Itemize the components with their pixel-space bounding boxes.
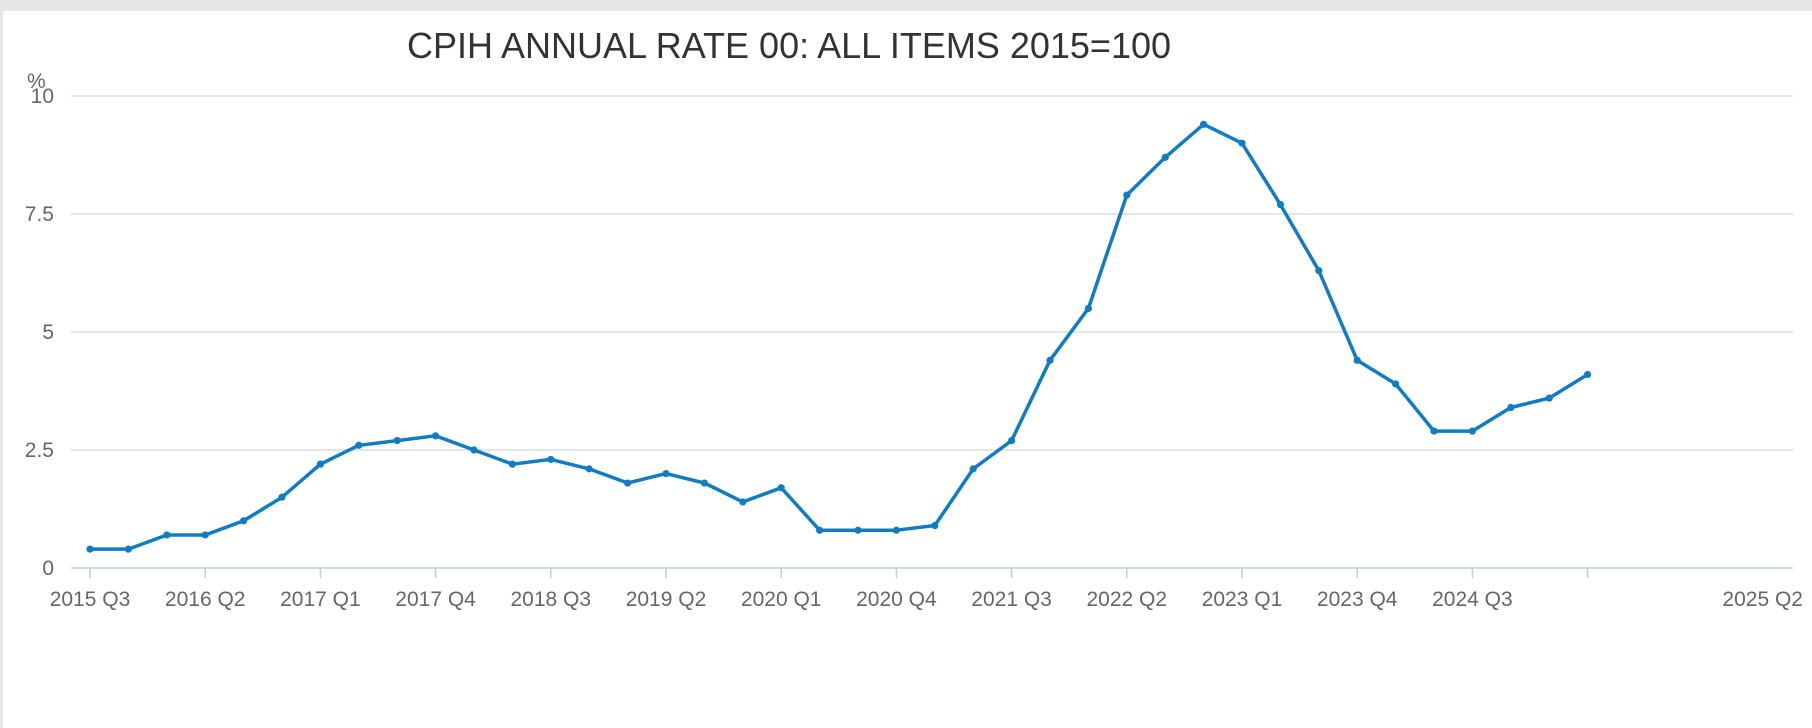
data-point[interactable] [355,441,363,449]
x-tick-label: 2023 Q1 [1202,588,1283,611]
data-point[interactable] [1200,120,1208,128]
series-line [90,122,1589,551]
data-point[interactable] [1392,380,1400,388]
data-point[interactable] [86,545,94,553]
x-tick-label: 2017 Q4 [395,588,476,611]
data-point[interactable] [1507,403,1515,412]
data-point[interactable] [1315,267,1323,275]
data-point[interactable] [1084,304,1092,312]
line-chart: CPIH ANNUAL RATE 00: ALL ITEMS 2015=100 … [25,25,1803,611]
data-point[interactable] [585,465,593,473]
data-point[interactable] [393,436,401,445]
data-point[interactable] [1545,394,1553,402]
data-point[interactable] [892,526,901,534]
x-tick-label: 2020 Q1 [741,588,822,611]
data-point[interactable] [662,470,670,478]
data-point[interactable] [124,545,132,553]
data-point[interactable] [1468,427,1476,435]
data-point[interactable] [700,479,709,487]
data-point[interactable] [1276,200,1284,209]
data-point[interactable] [163,531,171,539]
x-tick-label: 2016 Q2 [165,588,246,611]
data-point[interactable] [547,455,555,464]
x-tick-label: 2019 Q2 [626,588,707,611]
chart-title: CPIH ANNUAL RATE 00: ALL ITEMS 2015=100 [407,25,1171,66]
x-tick-label: 2022 Q2 [1087,588,1168,611]
x-tick-label: 2025 Q2 [1722,588,1803,611]
data-point[interactable] [854,526,862,534]
data-point[interactable] [1238,139,1246,147]
y-tick-label: 5 [42,321,54,344]
data-point[interactable] [816,526,824,534]
y-tick-label: 10 [31,85,54,108]
x-tick-label: 2017 Q1 [280,588,361,611]
x-tick-label: 2023 Q4 [1317,588,1398,611]
y-tick-label: 0 [42,557,54,580]
data-point[interactable] [278,493,286,501]
x-tick-label: 2018 Q3 [511,588,592,611]
x-tick-label: 2021 Q3 [971,588,1052,611]
x-tick-label: 2015 Q3 [50,588,131,611]
x-tick-label: 2024 Q3 [1432,588,1513,611]
data-point[interactable] [1161,153,1169,161]
chart-panel: CPIH ANNUAL RATE 00: ALL ITEMS 2015=100 … [3,11,1812,728]
data-point[interactable] [240,517,248,525]
data-point[interactable] [316,460,324,468]
y-tick-label: 7.5 [25,203,54,226]
data-point[interactable] [1353,356,1361,364]
data-point[interactable] [470,446,478,454]
data-point[interactable] [931,521,939,530]
x-tick-label: 2020 Q4 [856,588,937,611]
data-point[interactable] [777,484,785,492]
data-point[interactable] [969,465,977,473]
y-tick-label: 2.5 [25,439,54,462]
y-axis-unit-label: % [27,70,46,93]
data-point[interactable] [1584,370,1592,379]
data-point[interactable] [508,460,516,468]
data-point[interactable] [739,498,747,506]
data-point[interactable] [1123,191,1131,199]
data-point[interactable] [1430,427,1438,435]
data-point[interactable] [624,479,632,487]
data-point[interactable] [432,432,440,440]
data-point[interactable] [1046,356,1054,364]
data-point[interactable] [1008,436,1016,445]
data-point[interactable] [201,531,209,539]
